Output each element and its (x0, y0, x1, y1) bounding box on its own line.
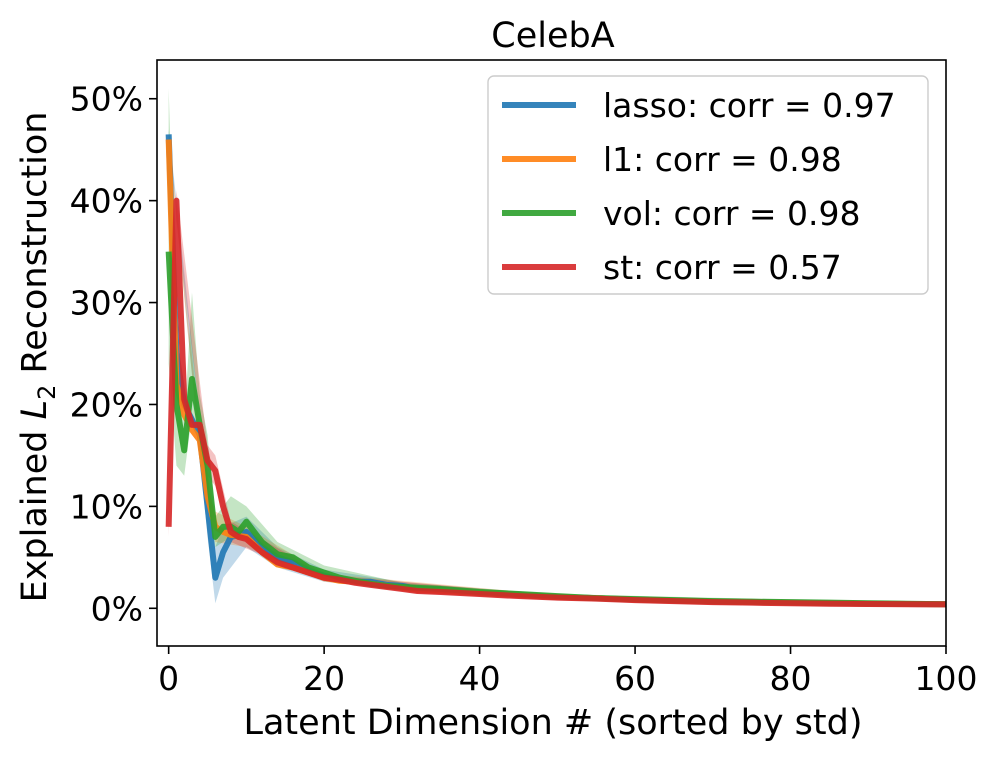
legend-label-st: st: corr = 0.57 (603, 248, 842, 287)
y-axis-label-variable: L (15, 400, 55, 420)
x-tick-label: 100 (915, 659, 978, 698)
y-axis-label-subscript: 2 (33, 385, 61, 400)
y-tick-label: 50% (70, 80, 143, 119)
legend-label-vol: vol: corr = 0.98 (603, 194, 861, 233)
y-tick-label: 0% (91, 589, 143, 628)
legend-label-lasso: lasso: corr = 0.97 (603, 86, 896, 125)
y-tick-label: 10% (70, 487, 143, 526)
series-line-st (165, 197, 947, 608)
chart-title: CelebA (491, 16, 614, 56)
legend-label-l1: l1: corr = 0.98 (603, 140, 842, 179)
x-tick-label: 60 (614, 659, 656, 698)
y-tick-label: 20% (70, 385, 143, 424)
x-axis-ticks: 0 20 40 60 80 100 (158, 646, 978, 698)
y-tick-label: 30% (70, 284, 143, 323)
x-tick-label: 0 (158, 659, 179, 698)
y-axis-label-suffix: Reconstruction (15, 112, 55, 385)
x-tick-label: 20 (303, 659, 345, 698)
x-tick-label: 80 (770, 659, 812, 698)
y-axis-label: Explained L2 Reconstruction (15, 112, 61, 603)
y-tick-label: 40% (70, 182, 143, 221)
x-axis-label: Latent Dimension # (sorted by std) (243, 703, 862, 743)
y-axis-label-prefix: Explained (15, 419, 55, 602)
y-axis-ticks: 0% 10% 20% 30% 40% 50% (70, 80, 157, 628)
series-lines (165, 134, 947, 608)
x-tick-label: 40 (459, 659, 501, 698)
plot-frame (156, 59, 947, 647)
legend-box (487, 75, 929, 295)
legend: lasso: corr = 0.97 l1: corr = 0.98 vol: co… (487, 75, 929, 295)
